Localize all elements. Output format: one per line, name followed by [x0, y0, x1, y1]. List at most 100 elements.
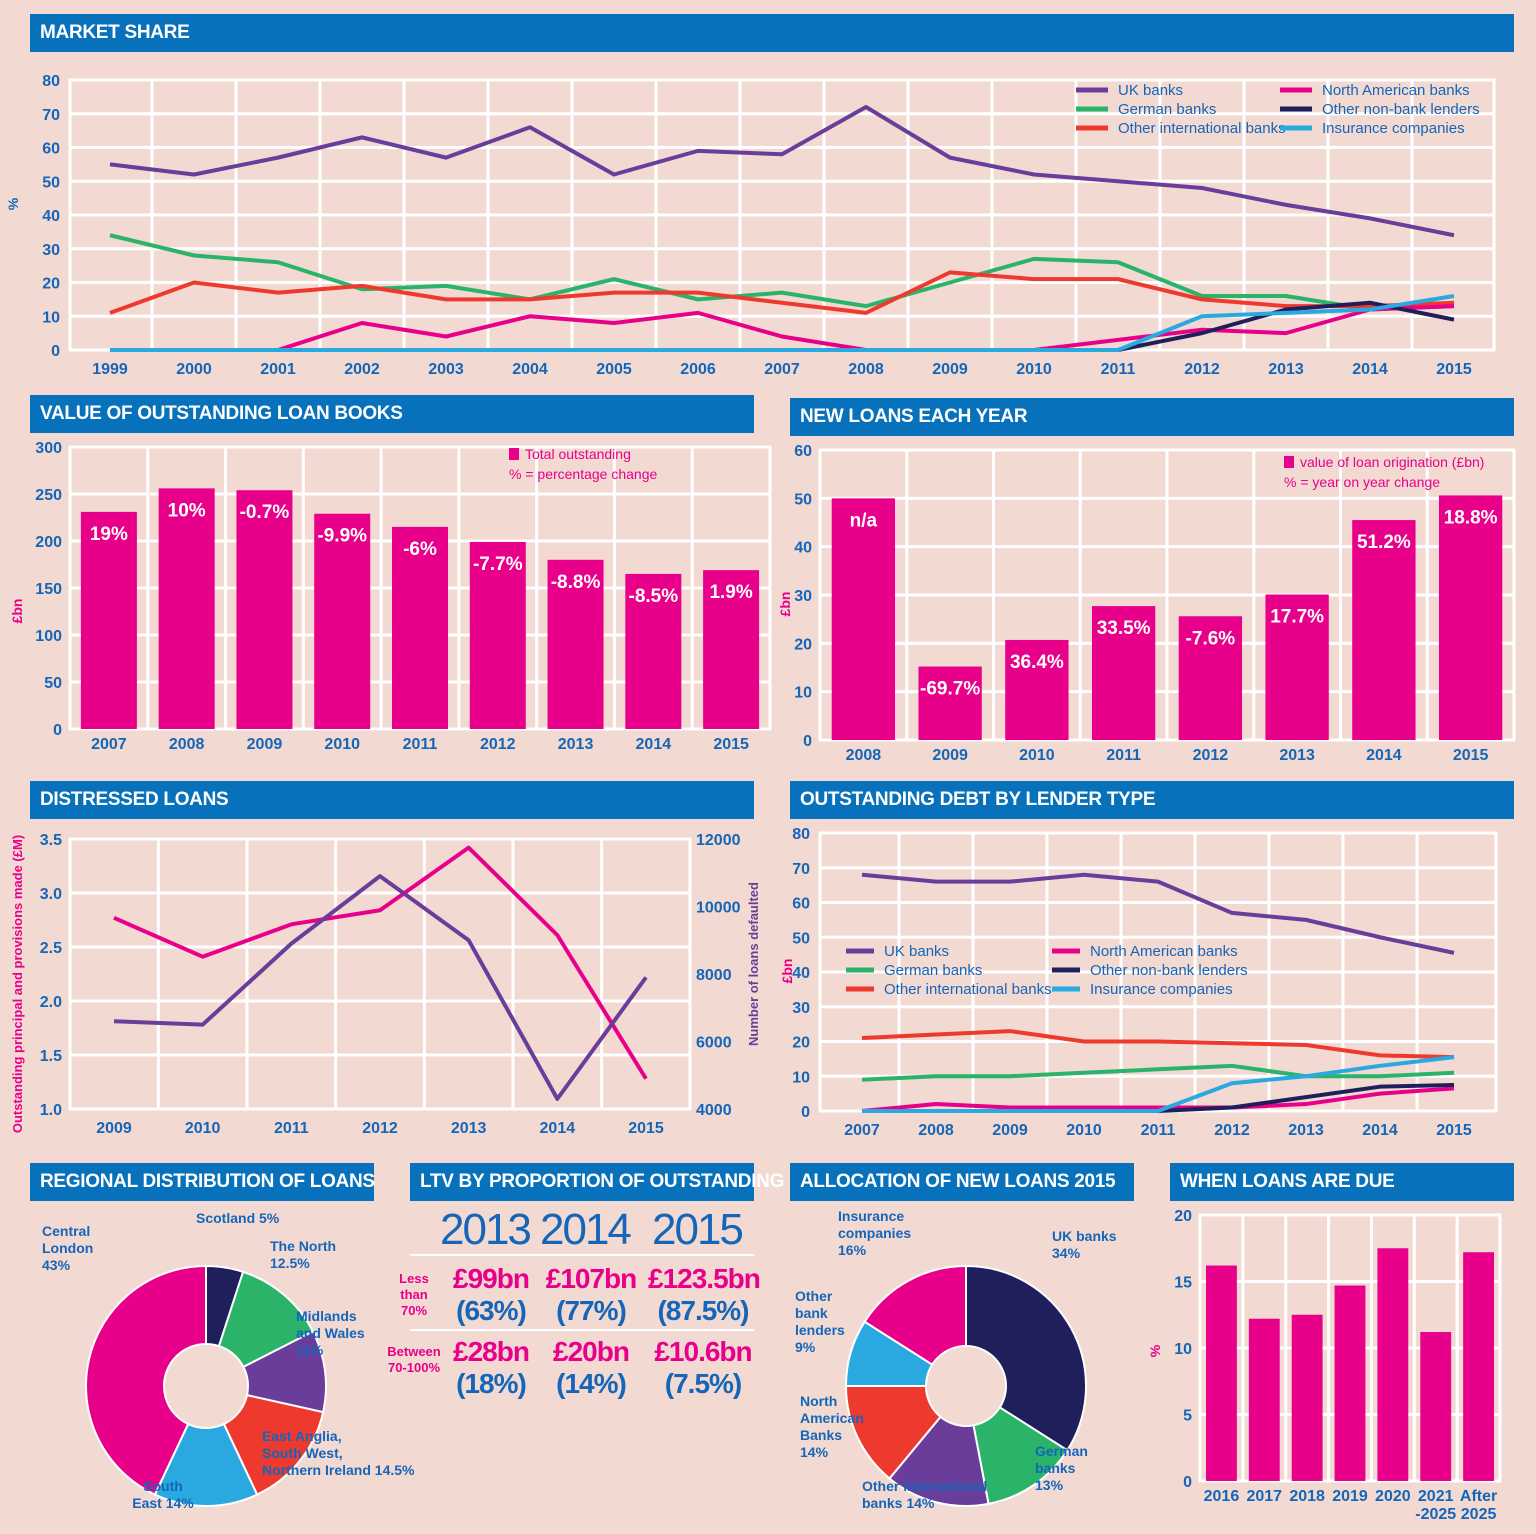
y-tick-label: 60 — [794, 443, 812, 460]
y-tick-label: 40 — [794, 540, 812, 557]
slice-label: Banks — [800, 1427, 842, 1443]
x-tick-label: 2002 — [344, 361, 380, 378]
ltv-share: (63%) — [456, 1295, 527, 1326]
x-tick-label: 2012 — [1214, 1122, 1250, 1139]
slice-label: Other — [795, 1288, 833, 1304]
legend-label: North American banks — [1322, 82, 1470, 99]
x-tick-label: 2015 — [1453, 747, 1489, 764]
x-tick-label: 2009 — [932, 747, 968, 764]
y-tick-label: 20 — [42, 276, 60, 293]
slice-label: Scotland 5% — [196, 1210, 280, 1226]
y-tick-label: 60 — [42, 141, 60, 158]
slice-label: 12.5% — [270, 1255, 310, 1271]
x-tick-label: 2010 — [185, 1120, 221, 1137]
ltv-value: £10.6bn — [654, 1336, 752, 1367]
y-tick-label: 10 — [794, 685, 812, 702]
y-tick-label-left: 1.5 — [40, 1048, 62, 1065]
x-tick-label: 2011 — [1106, 747, 1141, 764]
x-tick-label: 2000 — [176, 361, 212, 378]
bar — [1178, 616, 1243, 740]
y-tick-label: 15 — [1174, 1275, 1192, 1292]
x-tick-label: 2014 — [540, 1120, 576, 1137]
ltv-table: 2013 2014 2015 Less than 70% £99bn (63%) £107bn(… — [387, 1201, 761, 1521]
ltv-value: £20bn — [553, 1336, 630, 1367]
ltv-share: (77%) — [556, 1295, 627, 1326]
slice-label: 43% — [42, 1257, 71, 1273]
bar-data-label: -8.5% — [629, 586, 679, 607]
bar — [158, 488, 215, 729]
series-line — [862, 1055, 1455, 1113]
legend-label: % = percentage change — [509, 466, 657, 482]
series-line — [109, 105, 1455, 238]
x-tick-label: 2010 — [1066, 1122, 1102, 1139]
series-line — [861, 1086, 1455, 1113]
bar — [1005, 639, 1069, 740]
bar-data-label: -6% — [403, 539, 437, 560]
legend-label: Other non-bank lenders — [1322, 101, 1480, 118]
x-tick-label: 2013 — [1268, 361, 1304, 378]
x-tick-label: 2007 — [91, 736, 127, 753]
legend-label: % = year on year change — [1284, 474, 1440, 490]
market-share-title: MARKET SHARE — [30, 14, 1514, 52]
legend-swatch — [1284, 456, 1294, 468]
y-tick-label-right: 6000 — [696, 1035, 732, 1052]
ltv-value: £99bn — [453, 1263, 530, 1294]
y-tick-label: 70 — [42, 107, 60, 124]
slice-label: South West, — [262, 1445, 343, 1461]
y-axis-label: % — [5, 197, 21, 210]
x-tick-label: 2009 — [992, 1122, 1028, 1139]
bar — [1377, 1248, 1409, 1481]
y-tick-label-left: 3.0 — [40, 886, 62, 903]
y-tick-label-left: 2.5 — [40, 940, 62, 957]
y-tick-label: 60 — [792, 896, 810, 913]
legend-label: value of loan origination (£bn) — [1300, 454, 1484, 470]
y-tick-label: 20 — [1174, 1208, 1192, 1225]
ltv-value: £123.5bn — [648, 1263, 761, 1294]
bar — [80, 511, 137, 729]
debt-by-lender-title: OUTSTANDING DEBT BY LENDER TYPE — [790, 781, 1514, 819]
slice-label: and Wales — [296, 1325, 365, 1341]
y-tick-label: 20 — [792, 1035, 810, 1052]
loan-books-title: VALUE OF OUTSTANDING LOAN BOOKS — [30, 395, 754, 433]
bar — [918, 666, 982, 740]
y-tick-label: 80 — [42, 73, 60, 90]
legend-label: UK banks — [1118, 82, 1183, 99]
y-tick-label-right: 8000 — [696, 967, 732, 984]
x-tick-label: 2013 — [451, 1120, 487, 1137]
y-tick-label: 50 — [794, 491, 812, 508]
x-tick-label: 2013 — [1279, 747, 1315, 764]
y-tick-label: 0 — [51, 343, 60, 360]
x-tick-label: 2009 — [932, 361, 968, 378]
ltv-row-label: Between 70-100% — [387, 1344, 441, 1375]
x-tick-label: 2019 — [1332, 1488, 1368, 1505]
legend-label: UK banks — [884, 943, 949, 960]
legend-label: Insurance companies — [1090, 981, 1233, 998]
new-loans-chart: n/a -69.7% 36.4% 33.5% -7.6% 17.7% 51.2% 18.8% 0… — [777, 443, 1516, 764]
slice-label: lenders — [795, 1322, 845, 1338]
x-tick-label: 2013 — [1288, 1122, 1324, 1139]
x-tick-label: 2007 — [764, 361, 800, 378]
series-line — [110, 304, 1455, 352]
slice-label: banks — [1035, 1460, 1076, 1476]
y-tick-label: 5 — [1183, 1408, 1192, 1425]
legend-label: Other international banks — [884, 981, 1052, 998]
slice-label: The North — [270, 1238, 336, 1254]
y-tick-label: 70 — [792, 861, 810, 878]
y-tick-label: 40 — [42, 208, 60, 225]
series-line — [861, 1029, 1455, 1060]
legend-label: Other non-bank lenders — [1090, 962, 1248, 979]
bar — [1334, 1285, 1366, 1481]
x-tick-label: 2004 — [512, 361, 548, 378]
debt-by-lender-panel: OUTSTANDING DEBT BY LENDER TYPE 0 10 20 30 4… — [779, 781, 1514, 1141]
legend-swatch — [509, 448, 519, 460]
slice-label: bank — [795, 1305, 828, 1321]
series-line — [113, 874, 648, 1101]
bar-data-label: -7.7% — [473, 554, 523, 575]
y-tick-label: 20 — [794, 636, 812, 653]
x-tick-label: 2010 — [1016, 361, 1052, 378]
bar — [392, 526, 448, 729]
bar — [1438, 495, 1503, 740]
y-tick-label: 50 — [42, 174, 60, 191]
bar — [831, 498, 896, 740]
